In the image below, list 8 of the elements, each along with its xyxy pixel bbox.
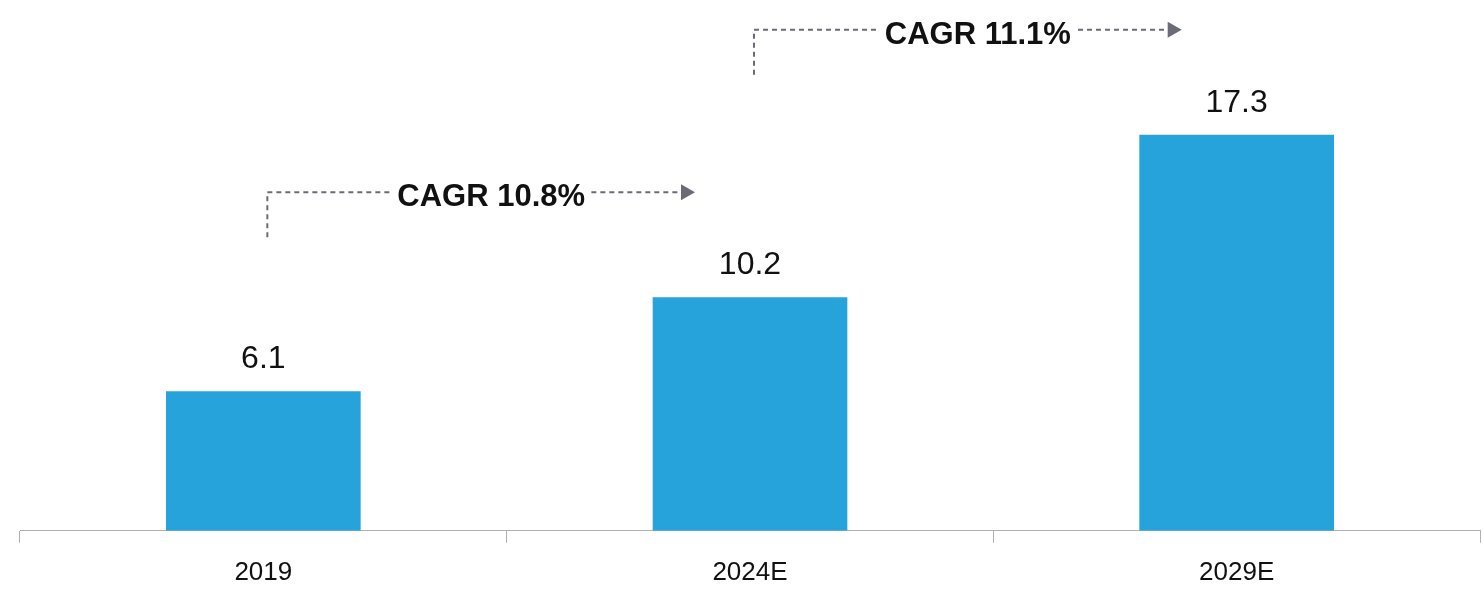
- x-tick-label: 2024E: [712, 555, 788, 586]
- annotation: CAGR 10.8%: [391, 178, 592, 215]
- data-label: 10.2: [718, 245, 782, 282]
- data-label: 17.3: [1205, 82, 1268, 119]
- x-tick-label: 2029E: [1199, 555, 1275, 586]
- x-tick-label: 2019: [234, 555, 293, 586]
- text: CAGR 11.1%: [878, 15, 1077, 52]
- data-label: 6.1: [241, 338, 286, 375]
